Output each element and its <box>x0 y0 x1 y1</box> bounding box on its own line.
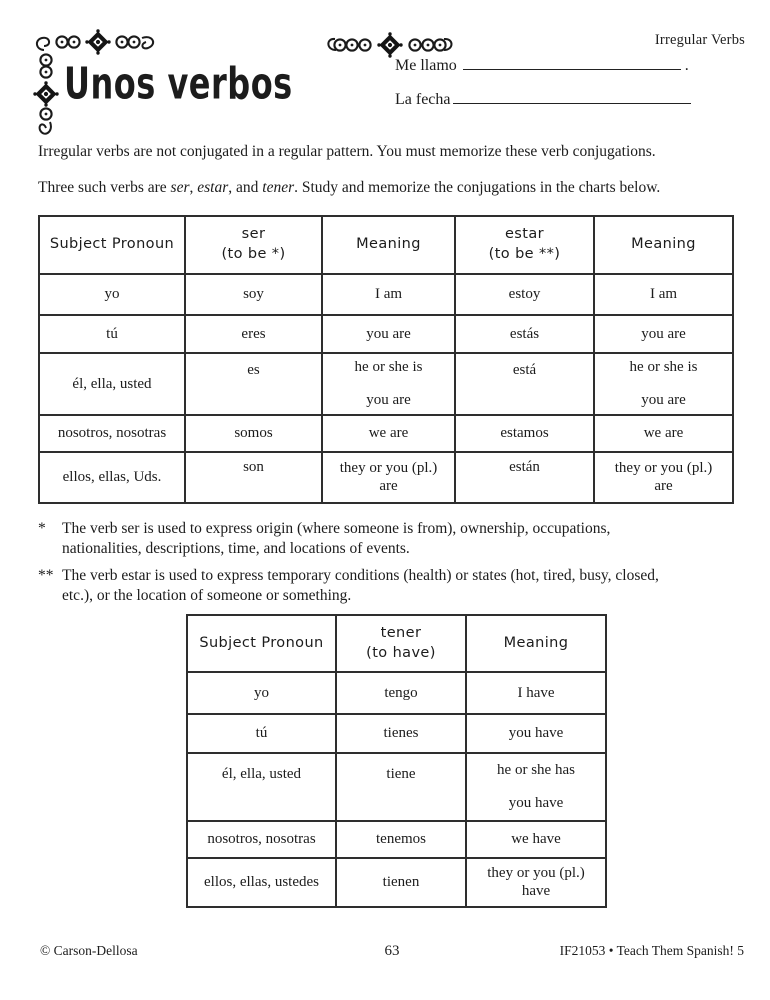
verb-ser: ser <box>170 179 190 196</box>
name-period: . <box>684 57 689 74</box>
table-row: ellos, ellas, ustedes tienen they or you… <box>186 857 607 908</box>
copyright: © Carson-Dellosa <box>40 943 138 958</box>
table-header-row: Subject Pronoun tener (to have) Meaning <box>186 614 607 673</box>
col-header-meaning: Meaning <box>593 215 734 275</box>
name-label: Me llamo <box>395 57 457 74</box>
floral-divider-ornament-icon <box>327 32 453 58</box>
page-footer: © Carson-Dellosa 63 IF21053 • Teach Them… <box>40 943 744 960</box>
floral-corner-ornament-icon <box>33 29 155 135</box>
name-line: Me llamo. <box>395 54 691 75</box>
footnote-marker: ** <box>38 567 54 584</box>
tener-conjugation-table: Subject Pronoun tener (to have) Meaning … <box>186 614 607 908</box>
col-header-estar: estar (to be **) <box>454 215 595 275</box>
table-row: nosotros, nosotras somos we are estamos … <box>38 414 734 453</box>
date-line: La fecha <box>395 88 691 109</box>
intro-text: , and <box>228 179 263 196</box>
footnotes: * The verb ser is used to express origin… <box>38 519 732 606</box>
col-header-subject-pronoun: Subject Pronoun <box>186 614 337 673</box>
ser-estar-conjugation-table: Subject Pronoun ser (to be *) Meaning es… <box>38 215 734 504</box>
table-row: yo tengo I have <box>186 671 607 715</box>
footnote-ser: * The verb ser is used to express origin… <box>38 519 732 559</box>
col-header-ser: ser (to be *) <box>184 215 323 275</box>
footnote-marker: * <box>38 520 46 537</box>
table-header-row: Subject Pronoun ser (to be *) Meaning es… <box>38 215 734 275</box>
page-number: 63 <box>384 943 400 959</box>
intro-text: , <box>189 179 198 196</box>
col-header-tener: tener (to have) <box>335 614 467 673</box>
name-blank-line <box>462 54 681 70</box>
table-row: tú tienes you have <box>186 713 607 754</box>
verb-estar: estar <box>197 179 229 196</box>
footnote-estar: ** The verb estar is used to express tem… <box>38 566 732 606</box>
col-header-meaning: Meaning <box>465 614 607 673</box>
book-reference: IF21053 • Teach Them Spanish! 5 <box>559 943 744 958</box>
table-row: ellos, ellas, Uds. son they or you (pl.)… <box>38 451 734 504</box>
table-row: nosotros, nosotras tenemos we have <box>186 820 607 859</box>
section-label: Irregular Verbs <box>654 32 745 48</box>
table-row: yo soy I am estoy I am <box>38 273 734 316</box>
col-header-subject-pronoun: Subject Pronoun <box>38 215 186 275</box>
page-title: Unos verbos <box>64 58 293 110</box>
intro-text: Three such verbs are <box>38 179 171 196</box>
col-header-meaning: Meaning <box>321 215 456 275</box>
footnote-text: The verb ser is used to express origin (… <box>62 520 611 557</box>
date-label: La fecha <box>395 91 451 108</box>
intro-text: . Study and memorize the conjugations in… <box>294 179 661 196</box>
table-row: tú eres you are estás you are <box>38 314 734 354</box>
verb-tener: tener <box>262 179 295 196</box>
name-date-block: Me llamo. La fecha <box>395 54 691 122</box>
page-header: Irregular Verbs Unos verbos Me llamo. La… <box>33 28 745 135</box>
intro-paragraph-1: Irregular verbs are not conjugated in a … <box>38 143 656 160</box>
table-row: él, ella, usted es he or she is you are … <box>38 352 734 416</box>
footnote-text: The verb estar is used to express tempor… <box>62 567 659 604</box>
date-blank-line <box>452 88 691 104</box>
intro-paragraph-2: Three such verbs are ser, estar, and ten… <box>38 178 690 198</box>
table-row: él, ella, usted tiene he or she has you … <box>186 752 607 822</box>
